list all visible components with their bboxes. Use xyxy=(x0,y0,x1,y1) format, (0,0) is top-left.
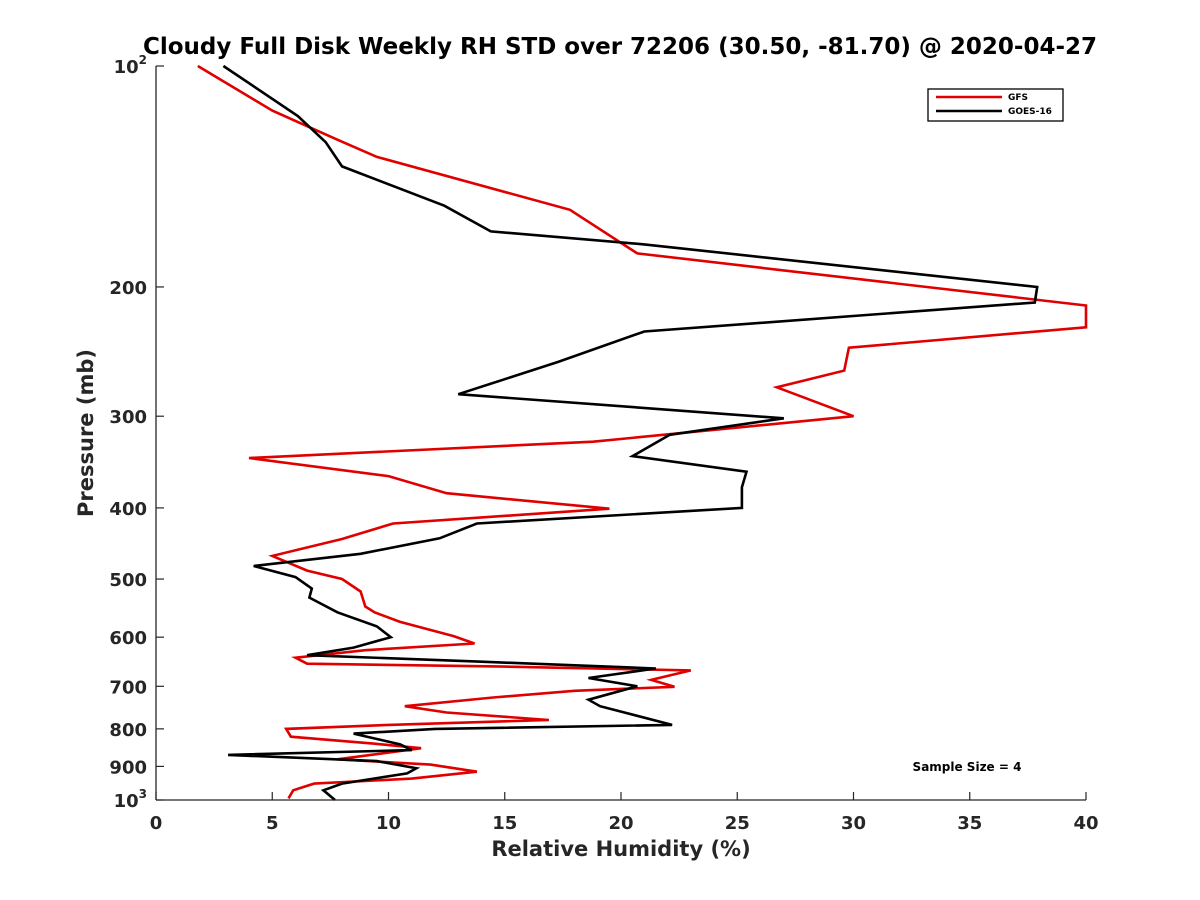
y-tick-label: 600 xyxy=(109,628,147,649)
series-line-gfs xyxy=(197,64,1088,800)
x-tick-label: 40 xyxy=(1073,813,1098,834)
legend-box xyxy=(927,88,1064,122)
x-tick-labels: 0 5 10 15 20 25 30 35 40 xyxy=(150,813,1099,834)
y-tick-label: 700 xyxy=(109,677,147,698)
legend: GFS GOES-16 xyxy=(927,88,1064,122)
x-tick-label: 20 xyxy=(608,813,633,834)
x-tick-label: 0 xyxy=(150,813,163,834)
y-tick-label: 300 xyxy=(109,407,147,428)
y-tick-label: 800 xyxy=(109,720,147,741)
y-tick-label: 400 xyxy=(109,499,147,520)
legend-label-gfs: GFS xyxy=(1008,93,1028,103)
series-layer xyxy=(197,64,1088,801)
sample-size-annotation: Sample Size = 4 xyxy=(913,760,1022,774)
legend-label-goes16: GOES-16 xyxy=(1008,107,1052,117)
y-tick-label: 900 xyxy=(109,757,147,778)
chart-title: Cloudy Full Disk Weekly RH STD over 7220… xyxy=(143,34,1097,60)
x-tick-label: 35 xyxy=(957,813,982,834)
y-tick-label: 200 xyxy=(109,278,147,299)
x-axis-label: Relative Humidity (%) xyxy=(491,837,750,861)
x-tick-label: 30 xyxy=(841,813,866,834)
x-tick-label: 15 xyxy=(492,813,517,834)
series-line-goes16 xyxy=(222,64,1039,801)
y-tick-label: 500 xyxy=(109,570,147,591)
x-tick-label: 25 xyxy=(725,813,750,834)
x-tick-label: 10 xyxy=(376,813,401,834)
x-tick-label: 5 xyxy=(266,813,279,834)
y-axis-label: Pressure (mb) xyxy=(74,349,98,517)
